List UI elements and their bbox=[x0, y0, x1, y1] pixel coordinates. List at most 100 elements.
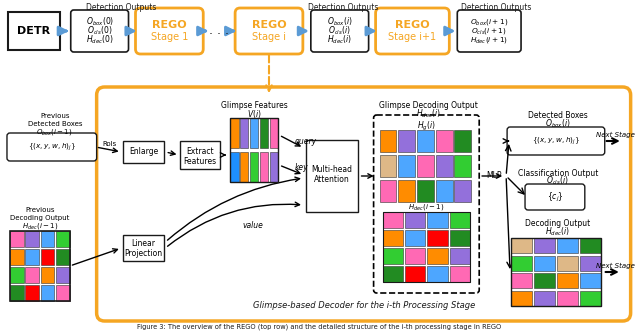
Bar bbox=[10, 231, 24, 247]
Text: Detected Boxes: Detected Boxes bbox=[28, 121, 82, 127]
Text: $\{(x,y,w,h)_j\}$: $\{(x,y,w,h)_j\}$ bbox=[532, 135, 580, 147]
Text: $H_g(i)$: $H_g(i)$ bbox=[417, 120, 436, 133]
Text: Stage i: Stage i bbox=[252, 32, 286, 42]
Bar bbox=[380, 130, 396, 152]
FancyBboxPatch shape bbox=[97, 87, 630, 321]
Bar bbox=[405, 266, 426, 282]
Bar bbox=[8, 12, 60, 50]
Bar bbox=[40, 285, 54, 301]
Bar bbox=[450, 248, 470, 264]
Bar bbox=[56, 285, 70, 301]
Bar bbox=[26, 267, 39, 283]
Text: REGO: REGO bbox=[152, 20, 187, 30]
Bar bbox=[534, 273, 555, 288]
Text: $\{c_j\}$: $\{c_j\}$ bbox=[547, 190, 563, 203]
Bar bbox=[383, 212, 470, 282]
Text: Previous: Previous bbox=[25, 207, 54, 213]
Text: Detected Boxes: Detected Boxes bbox=[528, 112, 588, 121]
Text: $O_{cls}(0)$: $O_{cls}(0)$ bbox=[87, 25, 113, 37]
Bar bbox=[56, 249, 70, 265]
Text: $O_{box}(i)$: $O_{box}(i)$ bbox=[545, 118, 571, 130]
Bar bbox=[436, 155, 452, 177]
Bar bbox=[405, 248, 426, 264]
Bar bbox=[511, 256, 532, 271]
Bar bbox=[557, 238, 578, 253]
Bar bbox=[383, 230, 403, 246]
Bar bbox=[454, 180, 471, 202]
Bar bbox=[454, 155, 471, 177]
Text: $H_{dec}(i+1)$: $H_{dec}(i+1)$ bbox=[470, 35, 508, 45]
Text: $O_{box}(i+1)$: $O_{box}(i+1)$ bbox=[470, 17, 508, 27]
Text: $H_{dec}(i-1)$: $H_{dec}(i-1)$ bbox=[408, 202, 445, 212]
Text: Linear: Linear bbox=[131, 239, 156, 248]
Text: Classification Output: Classification Output bbox=[518, 168, 598, 177]
Text: $O_{cls}(i)$: $O_{cls}(i)$ bbox=[328, 25, 351, 37]
Text: Detection Outputs: Detection Outputs bbox=[86, 4, 157, 13]
Bar bbox=[428, 248, 448, 264]
Bar bbox=[436, 130, 452, 152]
Text: Next Stage: Next Stage bbox=[596, 132, 635, 138]
Text: DETR: DETR bbox=[17, 26, 51, 36]
Bar bbox=[10, 249, 24, 265]
Text: Figure 3: The overview of the REGO (top row) and the detailed structure of the i: Figure 3: The overview of the REGO (top … bbox=[137, 324, 501, 330]
Text: Stage 1: Stage 1 bbox=[150, 32, 188, 42]
Bar bbox=[417, 180, 434, 202]
Text: . . .: . . . bbox=[209, 25, 229, 38]
Text: Previous: Previous bbox=[40, 113, 70, 119]
Bar bbox=[511, 273, 532, 288]
Bar bbox=[405, 212, 426, 228]
Text: Glimpse Features: Glimpse Features bbox=[221, 102, 287, 111]
Bar bbox=[26, 249, 39, 265]
Bar bbox=[250, 152, 258, 182]
Text: Attention: Attention bbox=[314, 174, 349, 183]
Bar bbox=[428, 230, 448, 246]
Text: MLP: MLP bbox=[486, 171, 502, 180]
Bar bbox=[10, 231, 70, 301]
Bar bbox=[240, 152, 248, 182]
Bar bbox=[511, 238, 601, 306]
Bar bbox=[398, 130, 415, 152]
Bar bbox=[26, 285, 39, 301]
Bar bbox=[428, 212, 448, 228]
Bar bbox=[428, 266, 448, 282]
FancyBboxPatch shape bbox=[136, 8, 204, 54]
Bar bbox=[511, 291, 532, 306]
Bar bbox=[450, 230, 470, 246]
Bar bbox=[580, 273, 601, 288]
Text: $O_{cls}(i)$: $O_{cls}(i)$ bbox=[547, 175, 570, 187]
Text: Features: Features bbox=[184, 157, 217, 166]
Text: $\{(x,y,w,h)_j\}$: $\{(x,y,w,h)_j\}$ bbox=[28, 141, 76, 153]
Bar bbox=[10, 285, 24, 301]
Bar bbox=[383, 266, 403, 282]
Bar bbox=[557, 291, 578, 306]
Text: Multi-head: Multi-head bbox=[311, 165, 352, 173]
Text: RoIs: RoIs bbox=[102, 141, 116, 147]
FancyBboxPatch shape bbox=[235, 8, 303, 54]
FancyBboxPatch shape bbox=[507, 127, 605, 155]
Bar bbox=[56, 231, 70, 247]
Bar bbox=[306, 140, 358, 212]
Bar bbox=[398, 155, 415, 177]
Bar bbox=[180, 141, 220, 169]
Bar bbox=[534, 256, 555, 271]
Bar bbox=[454, 130, 471, 152]
Bar bbox=[269, 118, 278, 148]
Bar bbox=[122, 235, 164, 261]
Text: $H_{dec}(i)$: $H_{dec}(i)$ bbox=[416, 108, 441, 120]
Text: $H_{dec}(0)$: $H_{dec}(0)$ bbox=[86, 34, 113, 46]
Bar bbox=[260, 152, 268, 182]
Text: $O_{box}(i)$: $O_{box}(i)$ bbox=[327, 16, 353, 28]
Text: Glimpse-based Decoder for the i-th Processing Stage: Glimpse-based Decoder for the i-th Proce… bbox=[253, 300, 475, 309]
Bar bbox=[250, 118, 258, 148]
Text: Enlarge: Enlarge bbox=[129, 148, 158, 157]
Bar bbox=[383, 212, 403, 228]
Bar bbox=[417, 155, 434, 177]
Bar bbox=[580, 291, 601, 306]
Text: Stage i+1: Stage i+1 bbox=[388, 32, 436, 42]
Bar bbox=[405, 230, 426, 246]
Text: Decoding Output: Decoding Output bbox=[10, 215, 70, 221]
Text: Detection Outputs: Detection Outputs bbox=[461, 4, 531, 13]
Bar bbox=[511, 238, 532, 253]
Bar bbox=[580, 238, 601, 253]
Bar bbox=[380, 155, 396, 177]
